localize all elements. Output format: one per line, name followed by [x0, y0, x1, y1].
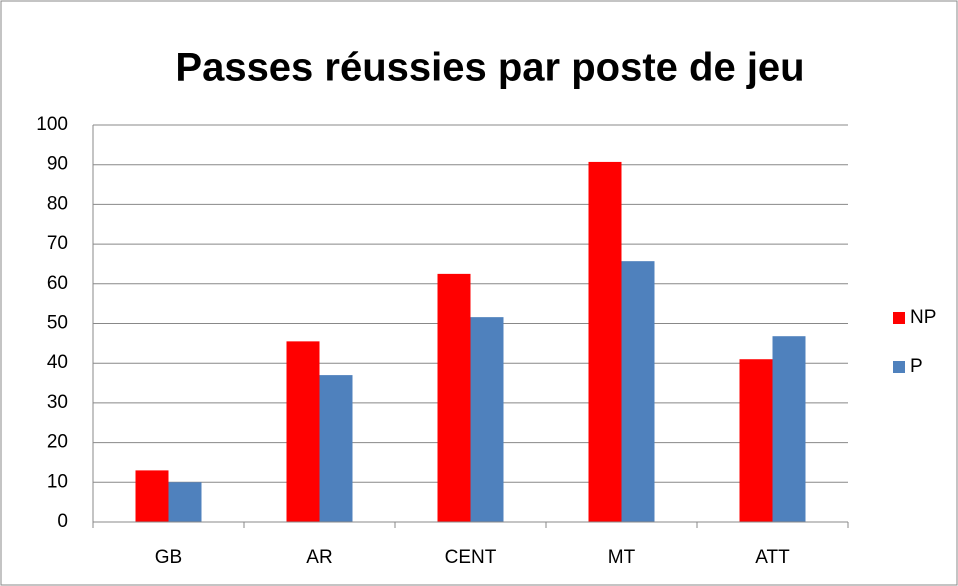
bar — [319, 375, 353, 522]
legend-swatch — [893, 312, 905, 324]
bar — [286, 341, 320, 522]
y-tick-label: 40 — [47, 352, 68, 373]
y-tick-label: 80 — [47, 193, 68, 214]
x-tick-label: GB — [155, 547, 182, 568]
y-tick-label: 70 — [47, 233, 68, 254]
y-tick-label: 100 — [36, 114, 68, 135]
y-tick-label: 10 — [47, 471, 68, 492]
bar — [437, 273, 471, 522]
y-tick-label: 0 — [57, 511, 68, 532]
bar — [470, 317, 504, 522]
legend-swatch — [893, 361, 905, 373]
legend-label: NP — [910, 307, 936, 328]
y-tick-label: 90 — [47, 154, 68, 175]
y-tick-label: 60 — [47, 273, 68, 294]
y-tick-label: 50 — [47, 313, 68, 334]
bar — [772, 336, 806, 522]
bar — [621, 261, 655, 522]
bar — [135, 470, 169, 522]
x-tick-label: CENT — [445, 547, 497, 568]
bar — [588, 161, 622, 522]
bar — [168, 482, 202, 522]
x-tick-label: AR — [306, 547, 332, 568]
chart-title: Passes réussies par poste de jeu — [175, 46, 804, 90]
legend-label: P — [910, 356, 923, 377]
x-tick-label: ATT — [755, 547, 790, 568]
y-tick-label: 20 — [47, 432, 68, 453]
x-tick-label: MT — [608, 547, 636, 568]
y-tick-label: 30 — [47, 392, 68, 413]
bar — [739, 359, 773, 522]
